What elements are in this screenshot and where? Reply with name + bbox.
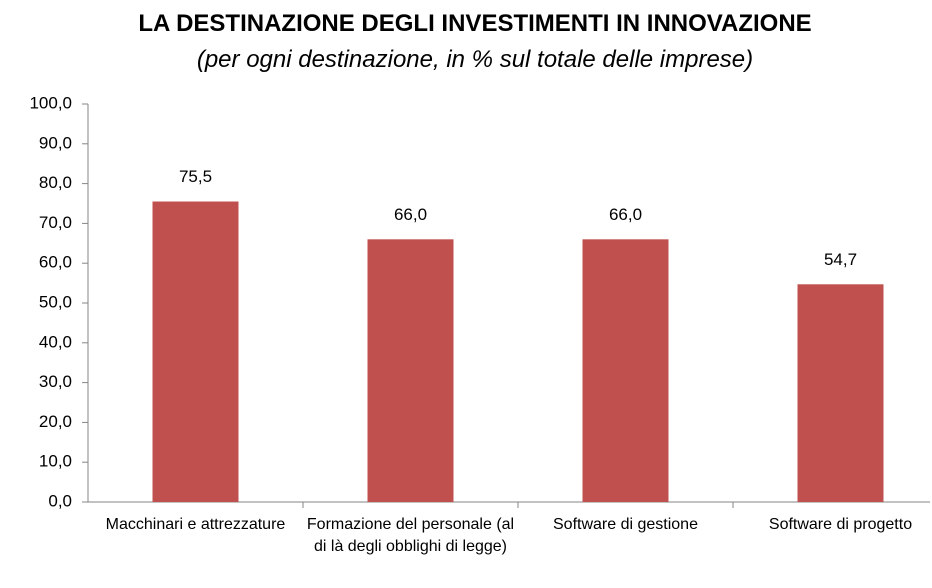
y-tick-label: 60,0: [39, 253, 72, 272]
x-tick-label: Formazione del personale (al di là degli…: [306, 516, 515, 555]
y-tick-label: 70,0: [39, 213, 72, 232]
x-tick-label: Macchinari e attrezzature: [105, 516, 286, 533]
x-tick-label: Software di gestione: [553, 516, 698, 533]
y-tick-label: 30,0: [39, 372, 72, 391]
y-tick-label: 20,0: [39, 412, 72, 431]
bar: [152, 201, 239, 502]
y-tick-label: 10,0: [39, 452, 72, 471]
y-tick-label: 80,0: [39, 173, 72, 192]
data-label: 54,7: [824, 250, 857, 269]
chart-title-block: LA DESTINAZIONE DEGLI INVESTIMENTI IN IN…: [130, 6, 820, 78]
y-tick-label: 50,0: [39, 292, 72, 311]
bar: [797, 284, 884, 502]
y-tick-label: 40,0: [39, 332, 72, 351]
y-tick-label: 0,0: [48, 491, 72, 510]
y-tick-label: 100,0: [29, 93, 72, 112]
chart-subtitle: (per ogni destinazione, in % sul totale …: [196, 46, 754, 73]
bar: [367, 239, 454, 502]
x-tick-label: Software di progetto: [768, 516, 913, 533]
data-label: 66,0: [609, 205, 642, 224]
data-label: 66,0: [394, 205, 427, 224]
chart-title: LA DESTINAZIONE DEGLI INVESTIMENTI IN IN…: [138, 10, 812, 37]
bar: [582, 239, 669, 502]
y-tick-label: 90,0: [39, 133, 72, 152]
data-label: 75,5: [179, 167, 212, 186]
